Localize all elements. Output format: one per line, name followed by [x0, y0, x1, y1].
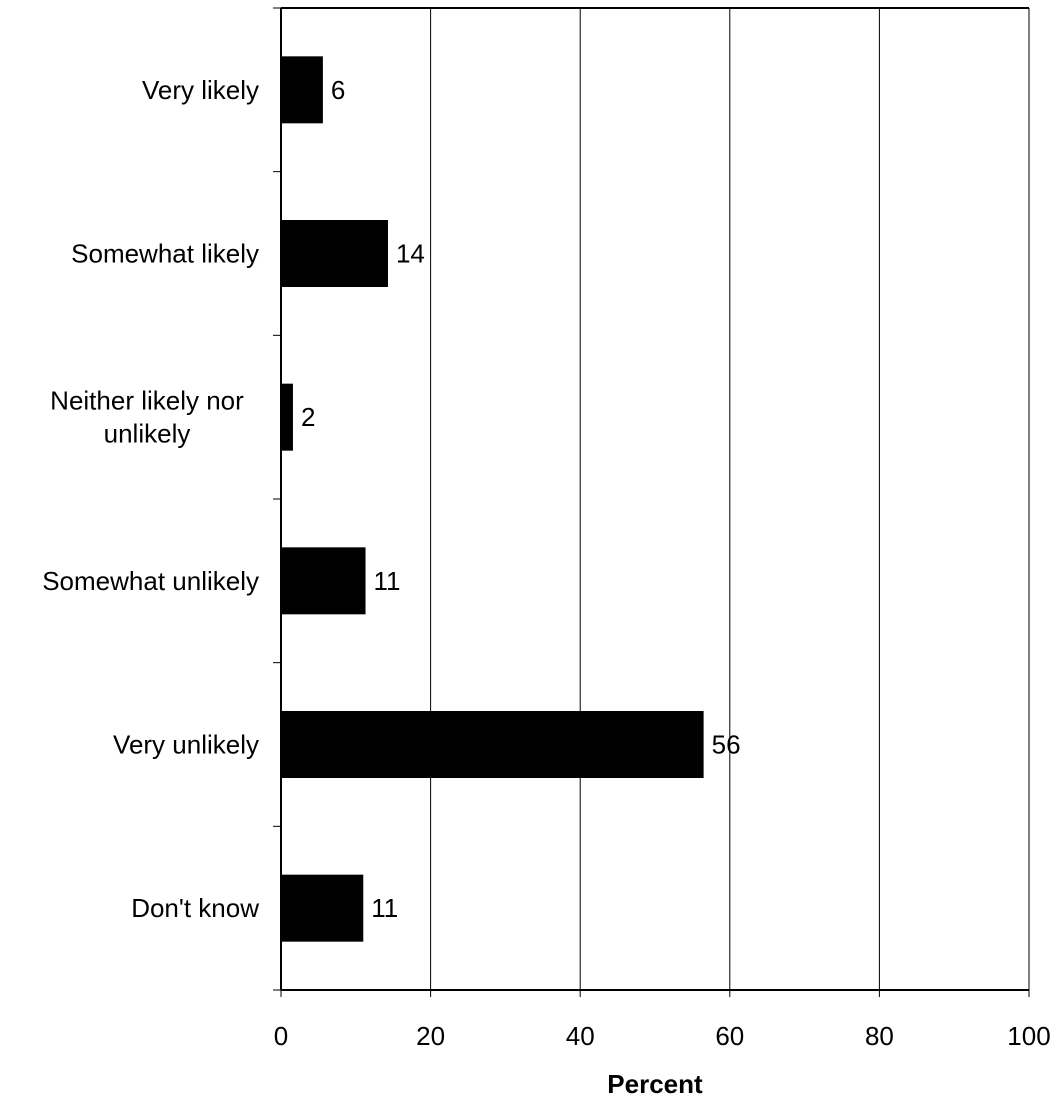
x-tick-label: 40: [566, 1021, 595, 1051]
x-tick-label: 0: [274, 1021, 288, 1051]
bar: [281, 874, 364, 942]
category-label: Somewhat unlikely: [42, 566, 259, 596]
grid-lines: [430, 8, 1030, 990]
data-label: 2: [301, 402, 315, 432]
bar: [281, 711, 704, 778]
bar: [281, 56, 323, 124]
category-label: Very likely: [142, 75, 259, 105]
data-label: 56: [712, 730, 741, 760]
category-labels: Very likely Somewhat likely Neither likely…: [42, 75, 259, 923]
category-label: Neither likely nor unlikely: [50, 386, 244, 449]
axes: [273, 7, 1030, 997]
x-tick-labels: 0 20 40 60 80 100: [274, 1021, 1051, 1051]
data-label: 11: [374, 566, 401, 596]
x-tick-label: 60: [715, 1021, 744, 1051]
x-tick-label: 80: [865, 1021, 894, 1051]
x-tick-label: 100: [1007, 1021, 1050, 1051]
data-label: 6: [331, 75, 345, 105]
data-label: 14: [396, 239, 425, 269]
bar: [281, 383, 293, 451]
bars: [281, 56, 704, 942]
x-tick-label: 20: [416, 1021, 445, 1051]
category-label: Don't know: [131, 893, 259, 923]
category-label: Somewhat likely: [71, 239, 259, 269]
bar: [281, 547, 366, 615]
category-label: Very unlikely: [113, 730, 259, 760]
data-labels: 6 14 2 11 56 11: [301, 75, 741, 923]
x-axis-title: Percent: [607, 1069, 703, 1097]
data-label: 11: [371, 893, 398, 923]
bar: [281, 220, 388, 287]
